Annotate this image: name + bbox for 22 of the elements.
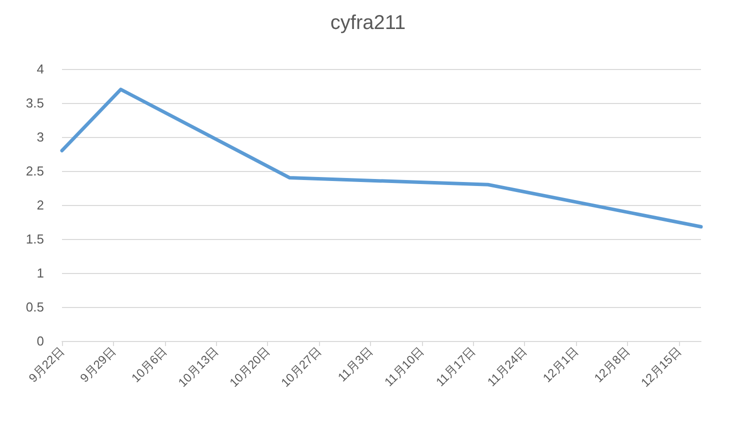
x-tick-label: 11月3日 xyxy=(335,344,376,384)
y-tick-label: 2 xyxy=(36,198,44,212)
x-tick-label: 12月15日 xyxy=(638,344,684,390)
x-tick-label: 10月20日 xyxy=(226,344,273,390)
x-tick-label: 11月24日 xyxy=(484,344,530,390)
y-tick-label: 2.5 xyxy=(26,164,44,178)
x-tick-label: 10月6日 xyxy=(128,344,170,386)
x-tick-label: 10月27日 xyxy=(278,344,324,390)
x-tick-label: 11月17日 xyxy=(433,344,478,390)
chart-title: cyfra211 xyxy=(330,12,406,34)
x-tick-label: 12月8日 xyxy=(591,344,632,386)
y-tick-label: 1 xyxy=(36,266,44,280)
x-tick-label: 11月10日 xyxy=(382,344,427,390)
y-tick-label: 4 xyxy=(36,62,44,76)
y-tick-label: 3 xyxy=(36,130,44,144)
y-tick-label: 1.5 xyxy=(26,232,44,246)
x-tick-label: 10月13日 xyxy=(175,344,222,390)
x-tick-label: 12月1日 xyxy=(540,344,582,386)
x-tick-label: 9月29日 xyxy=(77,344,118,386)
y-tick-label: 0.5 xyxy=(26,300,44,314)
line-series xyxy=(60,88,703,229)
y-tick-label: 3.5 xyxy=(26,96,44,110)
